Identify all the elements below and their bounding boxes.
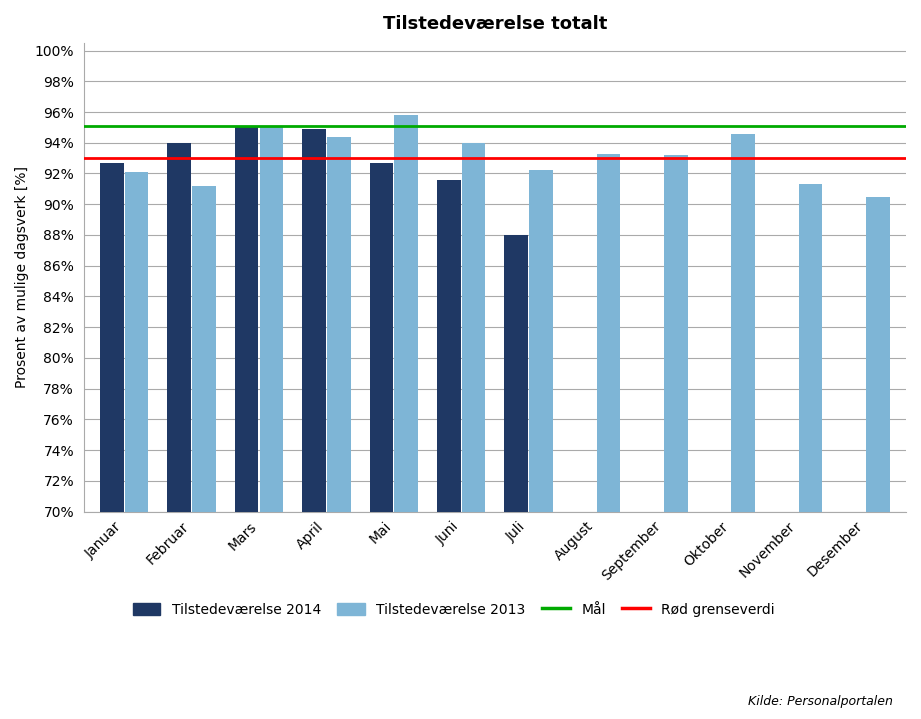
Bar [799,184,822,511]
Bar [597,154,620,511]
Bar [168,143,191,511]
Y-axis label: Prosent av mulige dagsverk [%]: Prosent av mulige dagsverk [%] [15,166,29,388]
Bar [664,155,688,511]
Title: Tilstedeværelse totalt: Tilstedeværelse totalt [383,15,607,33]
Text: Kilde: Personalportalen: Kilde: Personalportalen [749,695,893,708]
Bar [235,127,258,511]
Bar [530,170,553,511]
Bar [731,134,755,511]
Bar [125,172,148,511]
Bar [867,196,890,511]
Bar [100,162,123,511]
Bar [437,180,460,511]
Bar [369,162,393,511]
Legend: Tilstedeværelse 2014, Tilstedeværelse 2013, Mål, Rød grenseverdi: Tilstedeværelse 2014, Tilstedeværelse 20… [133,603,775,617]
Bar [302,129,326,511]
Bar [260,127,284,511]
Bar [192,186,216,511]
Bar [505,235,528,511]
Bar [327,137,351,511]
Bar [394,115,418,511]
Bar [461,143,485,511]
